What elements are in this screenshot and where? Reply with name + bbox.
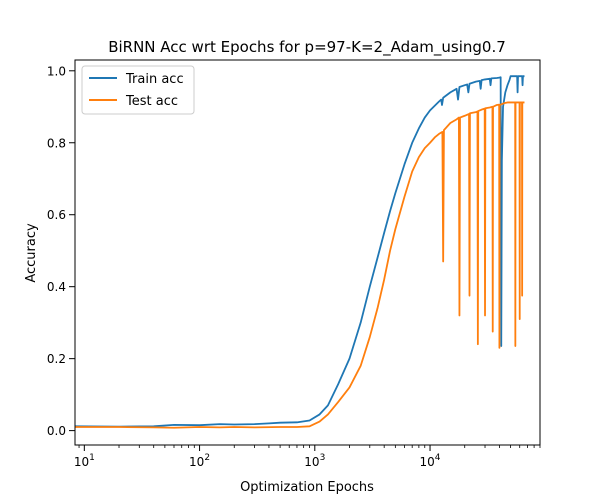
- x-axis: 101 102 103 104: [74, 445, 541, 469]
- plot-frame: [74, 59, 541, 446]
- x-tick-label-1: 102: [189, 453, 210, 469]
- y-tick-label-4: 0.8: [47, 136, 66, 150]
- legend-label-test: Test acc: [125, 94, 178, 109]
- chart-title: BiRNN Acc wrt Epochs for p=97-K=2_Adam_u…: [108, 38, 506, 57]
- plot-area: [74, 59, 541, 446]
- legend-label-train: Train acc: [125, 72, 184, 87]
- y-tick-label-1: 0.2: [47, 352, 66, 366]
- series-layer: [75, 75, 525, 429]
- y-axis-label: Accuracy: [24, 223, 39, 283]
- x-tick-label-0: 101: [74, 453, 95, 469]
- y-tick-label-0: 0.0: [47, 424, 66, 438]
- x-tick-label-3: 104: [420, 453, 441, 469]
- legend: Train acc Test acc: [81, 65, 195, 115]
- series-line-0: [75, 75, 525, 428]
- y-axis: 0.0 0.2 0.4 0.6 0.8 1.0: [47, 64, 75, 438]
- y-tick-label-2: 0.4: [47, 280, 66, 294]
- y-tick-label-3: 0.6: [47, 208, 66, 222]
- series-line-1: [75, 101, 525, 429]
- x-axis-label: Optimization Epochs: [240, 480, 374, 495]
- y-tick-label-5: 1.0: [47, 64, 66, 78]
- x-tick-label-2: 103: [304, 453, 325, 469]
